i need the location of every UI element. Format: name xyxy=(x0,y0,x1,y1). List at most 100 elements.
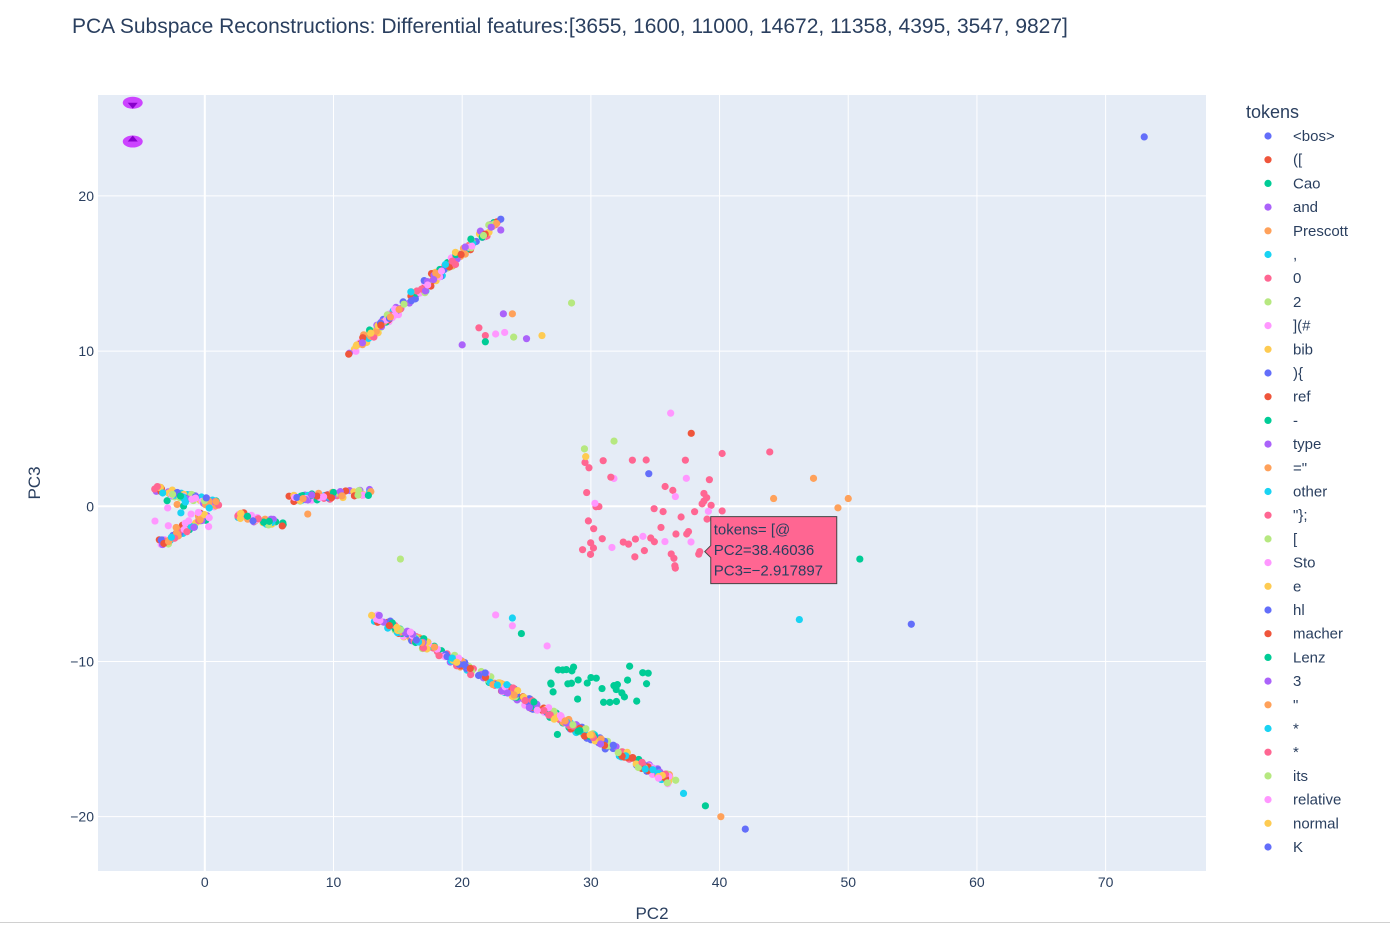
legend-item[interactable]: Sto xyxy=(1264,555,1316,572)
data-point[interactable] xyxy=(856,555,864,563)
data-point[interactable] xyxy=(538,331,546,340)
data-point[interactable] xyxy=(766,448,774,456)
data-point[interactable] xyxy=(598,535,606,543)
data-point[interactable] xyxy=(400,300,408,308)
data-point[interactable] xyxy=(194,508,202,517)
data-point[interactable] xyxy=(395,305,403,314)
data-point[interactable] xyxy=(703,515,711,523)
data-point[interactable] xyxy=(581,458,589,467)
data-point[interactable] xyxy=(448,654,456,662)
data-point[interactable] xyxy=(545,711,553,719)
data-point[interactable] xyxy=(549,688,557,696)
legend-item[interactable]: type xyxy=(1264,436,1321,453)
data-point[interactable] xyxy=(187,510,195,518)
data-point[interactable] xyxy=(844,494,852,503)
data-point[interactable] xyxy=(634,763,642,772)
data-point[interactable] xyxy=(642,680,651,688)
data-point[interactable] xyxy=(430,643,439,651)
data-point[interactable] xyxy=(493,219,501,228)
data-point[interactable] xyxy=(441,260,450,269)
data-point[interactable] xyxy=(364,491,372,499)
data-point[interactable] xyxy=(481,331,489,340)
legend-item[interactable]: bib xyxy=(1264,341,1313,358)
data-point[interactable] xyxy=(612,685,620,694)
data-point[interactable] xyxy=(599,457,607,465)
data-point[interactable] xyxy=(672,530,680,538)
data-point[interactable] xyxy=(704,507,712,515)
data-point[interactable] xyxy=(354,491,362,499)
legend-item[interactable]: Cao xyxy=(1264,175,1321,192)
data-point[interactable] xyxy=(172,523,180,532)
data-point[interactable] xyxy=(1140,133,1148,141)
data-point[interactable] xyxy=(466,664,474,673)
legend-item[interactable]: Lenz xyxy=(1264,649,1326,666)
data-point[interactable] xyxy=(650,538,658,546)
data-point[interactable] xyxy=(669,486,677,494)
data-point[interactable] xyxy=(667,550,675,558)
data-point[interactable] xyxy=(583,679,591,687)
data-point[interactable] xyxy=(521,696,529,705)
data-point[interactable] xyxy=(638,758,646,766)
legend-item[interactable]: Prescott xyxy=(1264,223,1349,240)
data-point[interactable] xyxy=(644,669,652,677)
data-point[interactable] xyxy=(492,611,500,619)
data-point[interactable] xyxy=(606,698,614,706)
data-point[interactable] xyxy=(177,509,185,517)
data-point[interactable] xyxy=(582,453,590,461)
data-point[interactable] xyxy=(205,523,213,531)
legend-item[interactable]: relative xyxy=(1264,792,1341,809)
data-point[interactable] xyxy=(510,333,518,341)
data-point[interactable] xyxy=(578,546,587,554)
data-point[interactable] xyxy=(304,510,312,518)
legend-item[interactable]: macher xyxy=(1264,626,1343,643)
data-point[interactable] xyxy=(631,553,639,561)
data-point[interactable] xyxy=(591,499,599,507)
data-point[interactable] xyxy=(540,706,548,715)
data-point[interactable] xyxy=(407,297,416,305)
legend-item[interactable]: other xyxy=(1264,484,1327,501)
legend-item[interactable]: and xyxy=(1264,199,1318,216)
legend-item[interactable]: "}; xyxy=(1264,507,1308,524)
data-point[interactable] xyxy=(567,679,576,687)
data-point[interactable] xyxy=(377,321,385,329)
data-point[interactable] xyxy=(372,327,380,335)
data-point[interactable] xyxy=(278,522,286,530)
data-point[interactable] xyxy=(741,825,749,833)
data-point[interactable] xyxy=(493,681,502,689)
data-point[interactable] xyxy=(587,673,595,682)
data-point[interactable] xyxy=(525,704,533,712)
data-point[interactable] xyxy=(654,774,663,782)
legend-item[interactable]: K xyxy=(1264,839,1303,856)
data-point[interactable] xyxy=(153,482,161,491)
data-point[interactable] xyxy=(574,695,582,703)
data-point[interactable] xyxy=(167,533,175,541)
data-point[interactable] xyxy=(503,681,511,689)
data-point[interactable] xyxy=(424,281,432,289)
legend-item[interactable]: ref xyxy=(1264,389,1311,406)
data-point[interactable] xyxy=(202,494,210,502)
legend-item[interactable]: <bos> xyxy=(1264,128,1335,145)
data-point[interactable] xyxy=(586,550,595,558)
data-point[interactable] xyxy=(633,697,641,705)
data-point[interactable] xyxy=(299,494,307,503)
legend-item[interactable]: 0 xyxy=(1264,270,1301,287)
data-point[interactable] xyxy=(164,504,172,512)
data-point[interactable] xyxy=(598,684,606,693)
data-point[interactable] xyxy=(684,527,693,536)
data-point[interactable] xyxy=(205,514,213,522)
data-points[interactable] xyxy=(151,133,1148,833)
legend-item[interactable]: * xyxy=(1264,721,1299,738)
legend-item[interactable]: " xyxy=(1264,697,1298,714)
data-point[interactable] xyxy=(659,508,667,516)
data-point[interactable] xyxy=(607,473,615,481)
data-point[interactable] xyxy=(614,748,622,757)
data-point[interactable] xyxy=(212,498,220,506)
data-point[interactable] xyxy=(479,231,488,240)
data-point[interactable] xyxy=(359,491,367,499)
data-point[interactable] xyxy=(569,721,577,729)
data-point[interactable] xyxy=(164,522,172,530)
data-point[interactable] xyxy=(641,765,649,773)
data-point[interactable] xyxy=(461,243,469,251)
legend-item[interactable]: 2 xyxy=(1264,294,1301,311)
data-point[interactable] xyxy=(393,623,401,631)
